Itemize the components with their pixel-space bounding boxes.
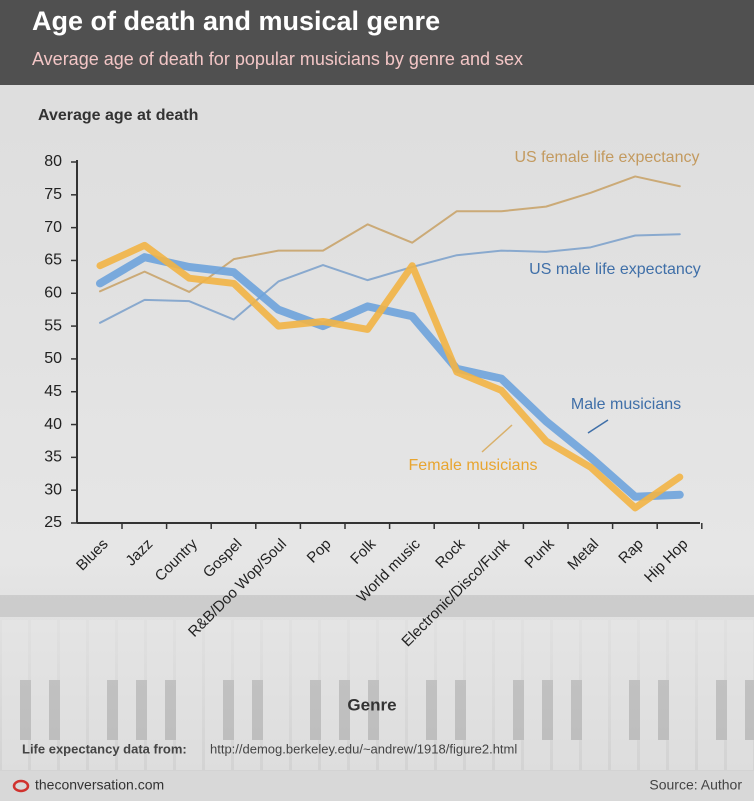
site: theconversation.com [35, 777, 164, 793]
series-line [99, 233, 681, 324]
series-line [96, 241, 684, 512]
y-axis-label: Average age at death [38, 107, 198, 124]
series-label: Male musicians [571, 396, 681, 413]
y-tick-label: 45 [44, 383, 62, 400]
y-tick-label: 80 [44, 153, 62, 170]
label-connector [587, 419, 609, 434]
logo [12, 779, 30, 793]
piano-keys [0, 595, 754, 770]
series-label: Female musicians [409, 457, 538, 474]
note-label: Life expectancy data from: [22, 741, 187, 756]
y-tick-label: 75 [44, 186, 62, 203]
note-url: http://demog.berkeley.edu/~andrew/1918/f… [210, 741, 517, 756]
y-tick-label: 40 [44, 416, 62, 433]
label-connector [481, 424, 513, 453]
title: Age of death and musical genre [32, 6, 440, 36]
y-tick-label: 65 [44, 252, 62, 269]
y-tick-label: 30 [44, 481, 62, 498]
series-line [99, 175, 681, 293]
y-tick-label: 25 [44, 514, 62, 531]
header-band [0, 0, 754, 85]
y-tick-label: 55 [44, 317, 62, 334]
subtitle: Average age of death for popular musicia… [32, 49, 523, 69]
y-tick-label: 50 [44, 350, 62, 367]
footer-band [0, 771, 754, 801]
series-line [96, 253, 684, 501]
y-tick-label: 60 [44, 284, 62, 301]
y-tick-label: 70 [44, 219, 62, 236]
x-axis-label: Genre [347, 695, 396, 714]
series-label: US male life expectancy [529, 261, 701, 278]
series-label: US female life expectancy [515, 149, 700, 166]
source: Source: Author [649, 777, 742, 793]
y-tick-label: 35 [44, 449, 62, 466]
